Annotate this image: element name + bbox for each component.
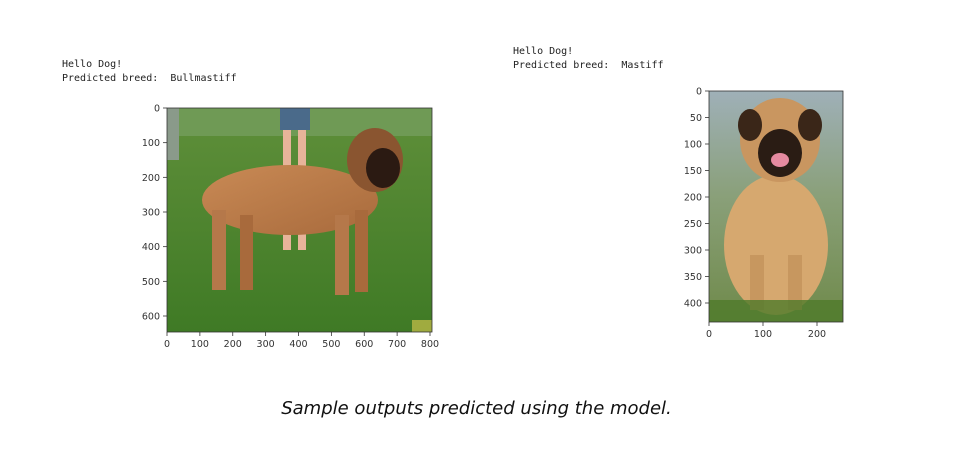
greeting-text: Hello Dog! [62, 59, 123, 70]
y-tick-label: 500 [142, 277, 160, 288]
y-tick-label: 200 [142, 173, 160, 184]
x-tick-label: 700 [388, 339, 406, 350]
output-text-left: Hello Dog! Predicted breed: Bullmastiff [62, 44, 237, 86]
y-tick-label: 100 [142, 138, 160, 149]
x-tick-label: 500 [322, 339, 340, 350]
y-tick-label: 50 [690, 113, 702, 124]
dog-photo [709, 91, 843, 322]
x-tick-label: 300 [257, 339, 275, 350]
image-plot-right-svg: 0 50 100 150 200 250 300 350 400 0 100 200 [684, 87, 844, 340]
x-tick-label: 100 [754, 329, 772, 340]
x-tick-label: 600 [355, 339, 373, 350]
y-tick-label: 400 [142, 242, 160, 253]
y-tick-label: 0 [154, 104, 160, 115]
x-axis-left: 0 100 200 300 400 500 600 700 800 [164, 332, 439, 350]
x-tick-label: 100 [191, 339, 209, 350]
y-tick-label: 200 [684, 193, 702, 204]
plot-frame [166, 107, 433, 333]
dog-photo [167, 108, 432, 332]
figure-caption: Sample outputs predicted using the model… [281, 398, 672, 419]
x-tick-label: 0 [164, 339, 170, 350]
predicted-breed: Bullmastiff [170, 73, 237, 84]
predicted-breed: Mastiff [621, 60, 664, 71]
image-plot-left: 0 100 200 300 400 500 600 0 100 200 300 400 500 600 7… [140, 100, 450, 355]
x-tick-label: 200 [808, 329, 826, 340]
greeting-text: Hello Dog! [513, 46, 574, 57]
y-tick-label: 600 [142, 312, 160, 323]
x-axis-right: 0 100 200 [706, 322, 826, 340]
y-axis-left: 0 100 200 300 400 500 600 [142, 104, 167, 323]
y-tick-label: 300 [684, 246, 702, 257]
image-plot-left-svg: 0 100 200 300 400 500 600 0 100 200 300 400 500 600 7… [142, 104, 439, 351]
image-plot-right: 0 50 100 150 200 250 300 350 400 0 100 200 [680, 85, 860, 340]
plot-frame [708, 90, 844, 323]
x-tick-label: 800 [421, 339, 439, 350]
output-text-right: Hello Dog! Predicted breed: Mastiff [513, 31, 664, 73]
y-tick-label: 300 [142, 208, 160, 219]
x-tick-label: 400 [289, 339, 307, 350]
prediction-label: Predicted breed: [62, 73, 159, 84]
y-tick-label: 100 [684, 140, 702, 151]
x-tick-label: 0 [706, 329, 712, 340]
y-tick-label: 350 [684, 272, 702, 283]
y-tick-label: 0 [696, 87, 702, 98]
y-tick-label: 150 [684, 166, 702, 177]
x-tick-label: 200 [224, 339, 242, 350]
prediction-label: Predicted breed: [513, 60, 610, 71]
y-tick-label: 250 [684, 219, 702, 230]
y-tick-label: 400 [684, 299, 702, 310]
y-axis-right: 0 50 100 150 200 250 300 350 400 [684, 87, 709, 310]
